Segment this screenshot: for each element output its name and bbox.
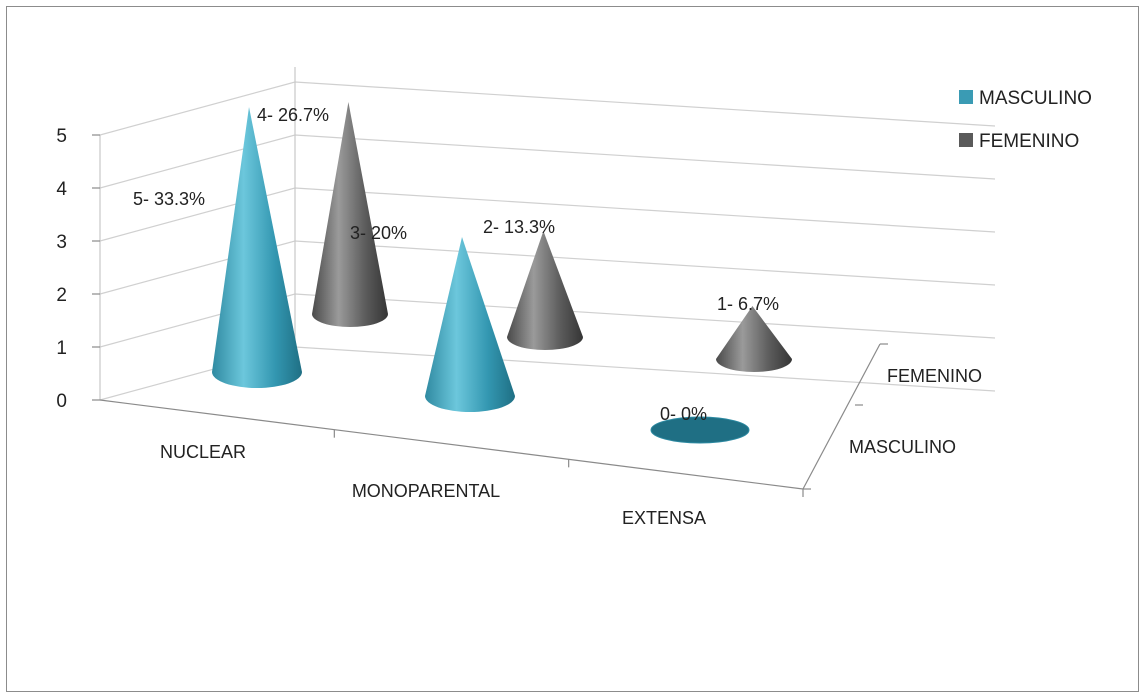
data-label: 2- 13.3% [483, 217, 555, 237]
data-label: 3- 20% [350, 223, 407, 243]
legend-label: MASCULINO [979, 88, 1092, 109]
y-tick-label: 0 [56, 391, 67, 412]
chart-frame [6, 6, 1139, 692]
depth-category-label: MASCULINO [849, 437, 956, 457]
data-label: 1- 6.7% [717, 294, 779, 314]
depth-axis-line [802, 343, 881, 490]
x-axis-line [99, 399, 804, 490]
cone [716, 306, 792, 372]
label-layer: 5- 33.3% 3- 20% 0- 0% 4- 26.7% 2- 13.3% 1- 6.… [133, 105, 779, 424]
legend-swatch [959, 133, 973, 147]
legend-swatch [959, 90, 973, 104]
data-label: 5- 33.3% [133, 189, 205, 209]
legend: MASCULINO FEMENINO [959, 88, 1092, 152]
gridline [99, 81, 996, 136]
depth-category-label: FEMENINO [887, 366, 982, 386]
legend-label: FEMENINO [979, 131, 1079, 152]
y-tick-label: 3 [56, 232, 67, 253]
y-tick-label: 2 [56, 285, 67, 306]
y-tick-label: 4 [56, 179, 67, 200]
category-label: MONOPARENTAL [352, 481, 500, 501]
gridline [99, 134, 996, 189]
cone [425, 237, 515, 412]
cone [312, 102, 388, 327]
cone [507, 231, 583, 350]
cone [212, 107, 302, 388]
axis-layer: 0 1 2 3 4 5 NUCLEAR MONOPARENTAL EXTENSA MASCULIN… [56, 126, 982, 528]
cone-base [650, 416, 750, 444]
category-label: NUCLEAR [160, 442, 246, 462]
category-label: EXTENSA [622, 508, 706, 528]
data-label: 0- 0% [660, 404, 707, 424]
cone-layer [212, 102, 792, 444]
data-label: 4- 26.7% [257, 105, 329, 125]
y-tick-label: 1 [56, 338, 67, 359]
y-tick-label: 5 [56, 126, 67, 147]
